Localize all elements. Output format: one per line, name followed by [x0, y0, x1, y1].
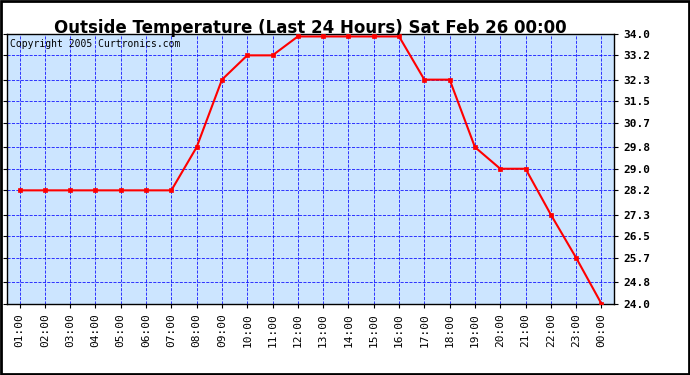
Text: Copyright 2005 Curtronics.com: Copyright 2005 Curtronics.com	[10, 39, 180, 49]
Text: Outside Temperature (Last 24 Hours) Sat Feb 26 00:00: Outside Temperature (Last 24 Hours) Sat …	[55, 19, 566, 37]
